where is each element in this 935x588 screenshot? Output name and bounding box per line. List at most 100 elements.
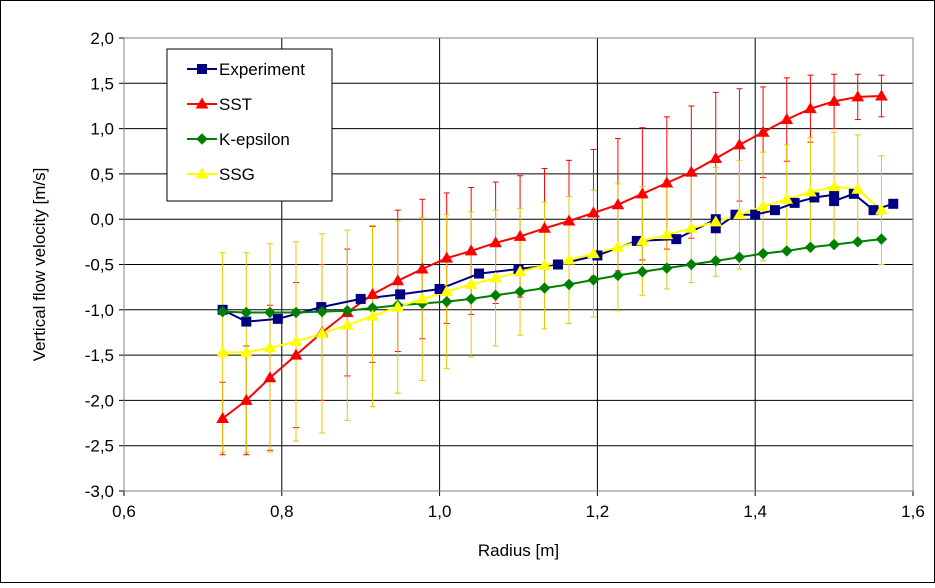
y-tick-label: -1,0 [85,301,114,320]
k-epsilon-point [440,295,453,308]
k-epsilon-point [563,278,575,291]
ssg-point [489,271,502,283]
sst-point [289,348,303,360]
sst-point [538,221,551,233]
k-epsilon-point [875,233,888,245]
legend-label: SSG [219,165,255,184]
ssg-point [562,253,576,265]
x-tick-label: 0,6 [112,502,136,521]
legend-label: Experiment [219,60,305,79]
y-tick-label: 0,5 [90,165,114,184]
k-epsilon-point [612,269,624,282]
ssg-point [709,215,723,227]
legend-box [166,48,333,202]
legend-swatch-marker [196,133,208,145]
k-epsilon-point [538,282,551,294]
ssg-point [611,240,625,252]
sst-point [415,262,429,274]
y-tick-label: 0,0 [90,210,114,229]
sst-point [733,138,746,150]
ssg-point [875,203,888,215]
y-tick-label: -0,5 [85,256,114,275]
ssg-point [464,277,478,289]
x-tick-label: 1,6 [901,502,925,521]
k-epsilon-point [290,306,302,319]
sst-point [851,90,865,102]
experiment-point [552,259,563,270]
k-epsilon-point [710,255,722,267]
k-epsilon-point [685,258,697,271]
ssg-point [636,234,649,246]
sst-point [827,94,841,106]
legend-label: K-epsilon [219,130,290,149]
sst-point [804,102,817,114]
ssg-point [289,335,303,347]
experiment-point [671,234,682,245]
sst-point [562,214,576,226]
experiment-point [750,209,761,220]
experiment-point [848,188,859,199]
sst-point [709,152,723,163]
experiment-point [829,196,840,207]
legend-item-ssg: SSG [187,165,255,184]
k-epsilon-point [636,266,649,278]
experiment-point [474,268,485,279]
legend-item-experiment: Experiment [187,60,305,79]
k-epsilon-point [804,241,817,253]
sst-point [780,113,794,125]
x-tick-label: 1,4 [743,502,767,521]
experiment-point [769,205,780,216]
y-tick-label: -1,5 [85,346,114,365]
k-epsilon-point [216,305,229,318]
ssg-point [780,192,794,204]
series-markers [216,89,899,424]
sst-point [611,198,625,210]
ssg-point [804,185,817,197]
k-epsilon-point [465,293,477,305]
sst-point [660,176,674,188]
sst-point [440,251,454,263]
experiment-point [434,283,445,294]
ssg-point [315,326,329,338]
sst-point [239,393,253,405]
sst-point [636,187,649,199]
legend-swatch-marker [197,64,207,74]
legend: Experiment SST K-epsilon SSG [166,48,333,202]
k-epsilon-point [781,245,793,257]
y-tick-label: -2,5 [85,437,114,456]
sst-point [587,206,600,218]
sst-point [756,125,770,137]
legend-label: SST [219,95,252,114]
x-tick-label: 1,2 [586,502,610,521]
ssg-point [684,221,698,233]
ssg-point [415,292,429,304]
ssg-point [340,318,354,330]
sst-point [263,371,277,383]
axis-ticks: 2,01,51,00,50,0-0,5-1,0-1,5-2,0-2,5-3,00… [85,29,925,521]
y-tick-label: -3,0 [85,482,114,501]
x-axis-label: Radius [m] [478,541,559,560]
k-epsilon-point [852,236,864,248]
k-epsilon-line [222,238,882,314]
ssg-point [756,200,770,212]
y-tick-label: 1,5 [90,74,114,93]
y-tick-label: 1,0 [90,120,114,139]
ssg-point [440,285,454,297]
ssg-point [733,208,746,220]
k-epsilon-point [316,305,328,318]
k-epsilon-point [661,262,673,274]
sst-point [366,287,379,299]
y-axis-label: Vertical flow velocity [m/s] [30,168,49,362]
ssg-point [851,182,865,194]
ssg-point [263,341,277,353]
y-tick-label: 2,0 [90,29,114,48]
x-tick-label: 1,0 [428,502,452,521]
experiment-point [355,293,366,304]
experiment-point [241,316,252,327]
sst-point [875,89,888,101]
sst-point [216,412,229,424]
ssg-point [216,345,229,357]
k-epsilon-point [240,306,253,319]
sst-point [391,274,405,286]
